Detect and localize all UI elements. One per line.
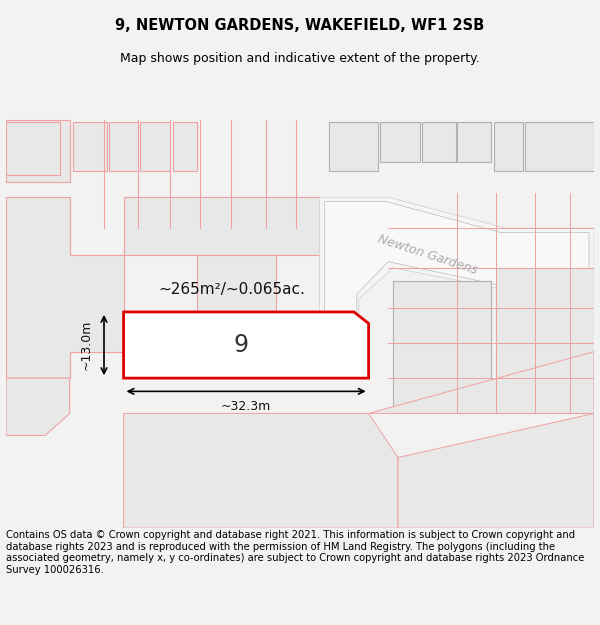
Text: 9: 9	[234, 332, 249, 357]
Polygon shape	[457, 122, 491, 162]
Polygon shape	[496, 268, 594, 343]
Polygon shape	[173, 122, 197, 171]
Text: Newton Gardens: Newton Gardens	[376, 232, 479, 277]
Polygon shape	[496, 343, 594, 413]
Text: ~32.3m: ~32.3m	[221, 400, 271, 413]
Polygon shape	[140, 122, 170, 171]
Polygon shape	[329, 122, 379, 171]
Text: ~265m²/~0.065ac.: ~265m²/~0.065ac.	[158, 282, 305, 298]
Polygon shape	[393, 343, 491, 413]
Polygon shape	[526, 122, 594, 171]
Polygon shape	[73, 122, 107, 171]
Text: ~13.0m: ~13.0m	[80, 319, 93, 370]
Polygon shape	[6, 198, 124, 378]
Text: Map shows position and indicative extent of the property.: Map shows position and indicative extent…	[120, 52, 480, 65]
Polygon shape	[6, 122, 60, 175]
Polygon shape	[6, 121, 70, 182]
Polygon shape	[380, 122, 419, 162]
Polygon shape	[124, 413, 398, 528]
Polygon shape	[197, 254, 275, 321]
Polygon shape	[393, 281, 491, 343]
Polygon shape	[109, 122, 139, 171]
Polygon shape	[124, 312, 368, 378]
Polygon shape	[368, 352, 594, 413]
Polygon shape	[422, 122, 456, 162]
Polygon shape	[398, 413, 594, 528]
Polygon shape	[494, 122, 523, 171]
Polygon shape	[320, 198, 594, 343]
Polygon shape	[325, 202, 589, 338]
Text: 9, NEWTON GARDENS, WAKEFIELD, WF1 2SB: 9, NEWTON GARDENS, WAKEFIELD, WF1 2SB	[115, 18, 485, 32]
Polygon shape	[6, 378, 70, 436]
Polygon shape	[124, 198, 320, 254]
Text: Contains OS data © Crown copyright and database right 2021. This information is : Contains OS data © Crown copyright and d…	[6, 530, 584, 575]
